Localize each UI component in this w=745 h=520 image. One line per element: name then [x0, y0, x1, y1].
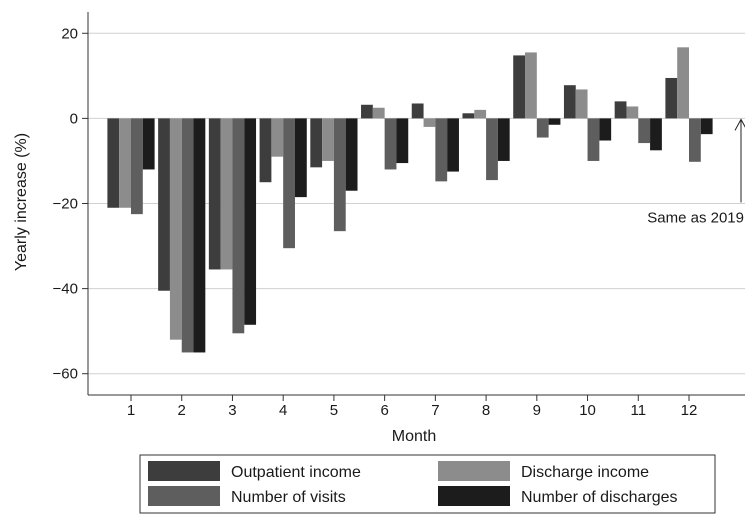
legend: Outpatient income Discharge income Number … — [139, 454, 716, 514]
bar-series0-month8 — [462, 113, 475, 119]
bar-series3-month3 — [244, 118, 257, 325]
bar-series2-month9 — [536, 118, 549, 138]
legend-label-2: Number of visits — [231, 489, 346, 506]
y-ticks: 20 0 −20 −40 −60 — [53, 25, 88, 383]
bar-series1-month9 — [525, 52, 537, 119]
bar-series3-month11 — [650, 118, 662, 151]
y-tick-label-2: −20 — [53, 196, 78, 213]
bar-series1-month5 — [322, 118, 334, 161]
x-tick-label-9: 9 — [533, 402, 541, 419]
legend-swatch-0 — [148, 461, 220, 481]
bar-series0-month4 — [259, 118, 272, 183]
y-tick-label-1: 0 — [70, 110, 78, 127]
bar-series3-month6 — [396, 118, 409, 164]
legend-label-0: Outpatient income — [231, 464, 361, 481]
x-ticks: 1 2 3 4 5 6 7 8 9 10 11 12 — [127, 395, 698, 419]
bar-series0-month11 — [614, 101, 627, 119]
y-tick-label-0: 20 — [61, 25, 78, 42]
x-tick-label-1: 1 — [127, 402, 135, 419]
legend-label-1: Discharge income — [521, 464, 649, 481]
bar-series3-month5 — [345, 118, 358, 191]
legend-swatch-1 — [438, 461, 510, 481]
bar-series0-month3 — [208, 118, 221, 270]
bar-series1-month8 — [474, 109, 487, 119]
x-tick-label-8: 8 — [482, 402, 490, 419]
bar-series1-month12 — [677, 47, 689, 119]
x-tick-label-10: 10 — [579, 402, 596, 419]
bar-series3-month12 — [700, 118, 713, 135]
x-tick-label-4: 4 — [279, 402, 287, 419]
bar-series1-month2 — [169, 118, 182, 340]
bar-series0-month6 — [361, 104, 373, 119]
bar-series0-month7 — [411, 103, 424, 119]
x-axis-title: Month — [392, 428, 436, 445]
bar-series0-month9 — [513, 55, 526, 119]
bar-series0-month1 — [107, 118, 120, 208]
x-tick-label-12: 12 — [681, 402, 698, 419]
legend-box — [139, 454, 716, 514]
x-tick-label-3: 3 — [228, 402, 236, 419]
bar-series2-month10 — [587, 118, 600, 161]
legend-label-3: Number of discharges — [521, 489, 678, 506]
bar-series3-month7 — [447, 118, 459, 172]
x-tick-label-6: 6 — [380, 402, 388, 419]
bar-series3-month1 — [142, 118, 155, 170]
bar-series1-month11 — [626, 106, 639, 119]
annotation-arrow-head — [734, 118, 745, 131]
y-tick-label-4: −60 — [53, 366, 78, 383]
bar-series2-month11 — [638, 118, 651, 144]
bar-series3-month2 — [193, 118, 206, 353]
annotation: Same as 2019 — [647, 118, 745, 226]
bar-series2-month12 — [689, 118, 701, 162]
y-tick-label-3: −40 — [53, 281, 78, 298]
bar-series3-month9 — [548, 118, 561, 125]
annotation-text: Same as 2019 — [647, 209, 744, 226]
bar-series2-month3 — [232, 118, 245, 334]
bar-series3-month4 — [294, 118, 307, 198]
bar-series2-month7 — [435, 118, 448, 182]
bar-series0-month10 — [563, 85, 576, 119]
x-tick-label-7: 7 — [431, 402, 439, 419]
bar-series2-month1 — [131, 118, 143, 215]
bar-series3-month8 — [497, 118, 510, 161]
x-tick-label-5: 5 — [330, 402, 338, 419]
bar-series0-month12 — [665, 77, 678, 119]
y-axis-title: Yearly increase (%) — [13, 133, 30, 271]
x-tick-label-11: 11 — [630, 402, 646, 419]
x-tick-label-2: 2 — [178, 402, 186, 419]
bar-series1-month6 — [372, 107, 385, 119]
bar-series0-month5 — [310, 118, 323, 168]
bar-series2-month6 — [384, 118, 397, 170]
bar-series3-month10 — [599, 118, 612, 141]
legend-swatch-3 — [438, 486, 510, 506]
bar-series1-month3 — [220, 118, 233, 270]
bars — [107, 47, 713, 353]
bar-series2-month5 — [333, 118, 346, 232]
bar-series1-month1 — [119, 118, 131, 208]
bar-series1-month4 — [271, 118, 284, 157]
legend-swatch-2 — [148, 486, 220, 506]
bar-series2-month2 — [181, 118, 194, 353]
bar-series1-month10 — [575, 89, 588, 119]
bar-series1-month7 — [423, 118, 436, 127]
bar-series2-month4 — [283, 118, 295, 249]
bar-series2-month8 — [486, 118, 498, 181]
bar-series0-month2 — [158, 118, 170, 291]
